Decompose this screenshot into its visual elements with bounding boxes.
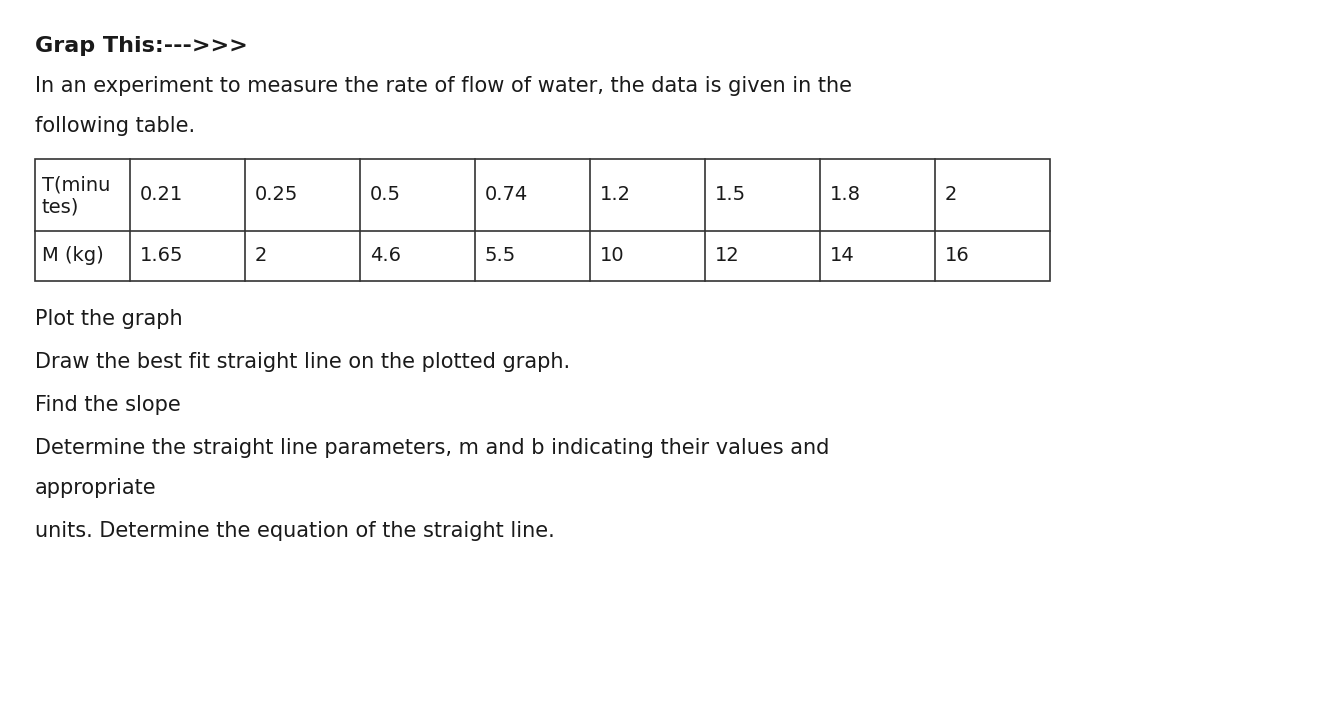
- Text: 10: 10: [599, 246, 625, 266]
- Text: In an experiment to measure the rate of flow of water, the data is given in the: In an experiment to measure the rate of …: [34, 76, 853, 96]
- Text: 0.5: 0.5: [370, 185, 400, 204]
- Text: 4.6: 4.6: [370, 246, 400, 266]
- Text: 16: 16: [945, 246, 969, 266]
- Text: Find the slope: Find the slope: [34, 395, 180, 415]
- Text: appropriate: appropriate: [34, 478, 156, 498]
- Text: Plot the graph: Plot the graph: [34, 309, 183, 329]
- Text: 1.8: 1.8: [830, 185, 861, 204]
- Text: M (kg): M (kg): [42, 246, 103, 266]
- Text: 0.21: 0.21: [141, 185, 183, 204]
- Text: following table.: following table.: [34, 116, 195, 136]
- Text: 12: 12: [715, 246, 740, 266]
- Text: tes): tes): [42, 198, 80, 216]
- Text: Draw the best fit straight line on the plotted graph.: Draw the best fit straight line on the p…: [34, 352, 570, 372]
- Text: Determine the straight line parameters, m and b indicating their values and: Determine the straight line parameters, …: [34, 438, 829, 458]
- Text: units. Determine the equation of the straight line.: units. Determine the equation of the str…: [34, 521, 554, 541]
- Text: Grap This:--->>>: Grap This:--->>>: [34, 36, 248, 56]
- Text: 5.5: 5.5: [485, 246, 516, 266]
- Text: 2: 2: [255, 246, 268, 266]
- Text: 2: 2: [945, 185, 957, 204]
- Text: 0.25: 0.25: [255, 185, 298, 204]
- Text: 1.65: 1.65: [141, 246, 183, 266]
- Text: 0.74: 0.74: [485, 185, 528, 204]
- Bar: [34, 159, 1050, 281]
- Text: 1.5: 1.5: [715, 185, 747, 204]
- Text: 1.2: 1.2: [599, 185, 631, 204]
- Text: 14: 14: [830, 246, 855, 266]
- Text: T(minu: T(minu: [42, 175, 110, 195]
